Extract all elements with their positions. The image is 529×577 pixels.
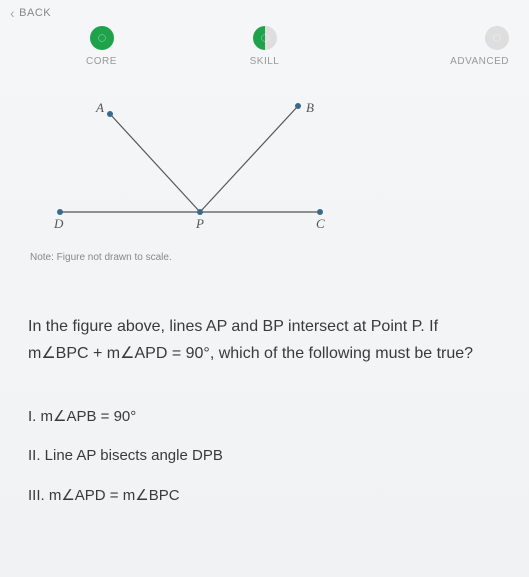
tab-core[interactable]: CORE (20, 26, 183, 67)
label-p: P (195, 216, 204, 231)
label-d: D (53, 216, 64, 231)
brain-icon-core (90, 26, 114, 50)
angle-symbol: ∠ (120, 345, 134, 362)
point-b-dot (295, 103, 301, 109)
line-pb (200, 106, 298, 212)
option-3: III. m∠APD = m∠BPC (28, 486, 501, 504)
label-a: A (95, 100, 104, 115)
tab-core-label: CORE (86, 56, 117, 67)
figure: A B P D C (0, 84, 529, 244)
option-2: II. Line AP bisects angle DPB (28, 447, 501, 464)
angle-symbol: ∠ (41, 345, 55, 362)
question-text: In the figure above, lines AP and BP int… (0, 263, 529, 367)
tab-skill[interactable]: SKILL (183, 26, 346, 67)
tab-adv-label: ADVANCED (450, 56, 509, 67)
point-c-dot (317, 209, 323, 215)
chevron-left-icon: ‹ (10, 6, 15, 20)
tab-advanced[interactable]: ADVANCED (346, 26, 509, 67)
option-1: I. m∠APB = 90° (28, 407, 501, 425)
back-label: BACK (19, 7, 51, 19)
point-d-dot (57, 209, 63, 215)
brain-icon-advanced (485, 26, 509, 50)
answer-options: I. m∠APB = 90° II. Line AP bisects angle… (0, 367, 529, 504)
back-button[interactable]: ‹ BACK (0, 0, 529, 26)
figure-note: Note: Figure not drawn to scale. (0, 244, 529, 263)
line-pa (110, 114, 200, 212)
level-tabs: CORE SKILL ADVANCED (0, 26, 529, 84)
point-a-dot (107, 111, 113, 117)
question-line2: m∠BPC + m∠APD = 90°, which of the follow… (28, 340, 501, 367)
label-b: B (306, 100, 314, 115)
point-p-dot (197, 209, 203, 215)
label-c: C (316, 216, 325, 231)
tab-skill-label: SKILL (250, 56, 280, 67)
geometry-diagram: A B P D C (30, 94, 350, 244)
question-line1: In the figure above, lines AP and BP int… (28, 313, 501, 340)
brain-icon-skill (253, 26, 277, 50)
